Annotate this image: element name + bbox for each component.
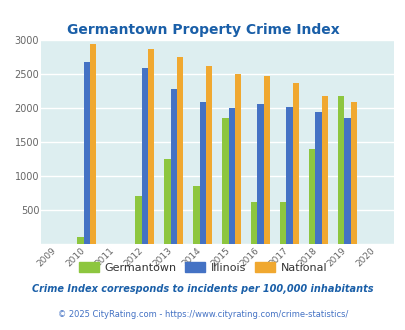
- Bar: [250, 202, 257, 244]
- Legend: Germantown, Illinois, National: Germantown, Illinois, National: [74, 258, 331, 278]
- Bar: [321, 95, 327, 244]
- Bar: [83, 62, 90, 244]
- Bar: [337, 96, 343, 244]
- Bar: [222, 118, 228, 244]
- Text: Crime Index corresponds to incidents per 100,000 inhabitants: Crime Index corresponds to incidents per…: [32, 284, 373, 294]
- Text: © 2025 CityRating.com - https://www.cityrating.com/crime-statistics/: © 2025 CityRating.com - https://www.city…: [58, 310, 347, 319]
- Bar: [205, 66, 212, 244]
- Bar: [228, 108, 234, 244]
- Bar: [263, 77, 270, 244]
- Bar: [135, 196, 141, 244]
- Bar: [148, 49, 154, 244]
- Bar: [257, 104, 263, 244]
- Bar: [193, 186, 199, 244]
- Bar: [164, 159, 170, 244]
- Bar: [308, 149, 315, 244]
- Bar: [177, 57, 183, 244]
- Bar: [292, 83, 298, 244]
- Bar: [90, 44, 96, 244]
- Bar: [77, 237, 83, 244]
- Bar: [315, 112, 321, 244]
- Bar: [343, 118, 350, 244]
- Bar: [286, 107, 292, 244]
- Bar: [170, 89, 177, 244]
- Bar: [350, 102, 356, 244]
- Bar: [199, 102, 205, 244]
- Bar: [234, 74, 241, 244]
- Bar: [141, 68, 148, 244]
- Bar: [279, 202, 286, 244]
- Text: Germantown Property Crime Index: Germantown Property Crime Index: [66, 23, 339, 37]
